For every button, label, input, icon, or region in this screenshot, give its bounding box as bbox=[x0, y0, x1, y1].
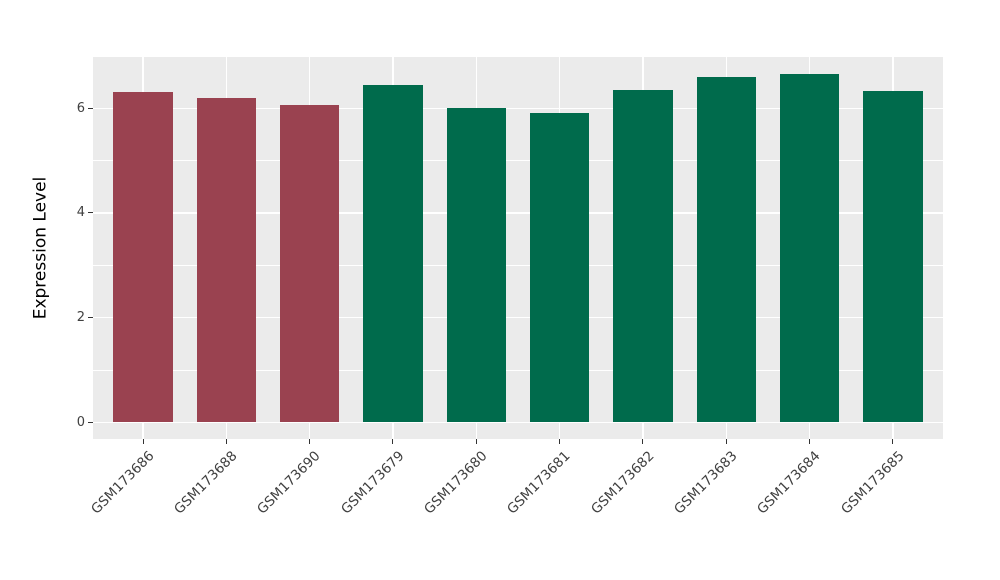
y-tick-mark bbox=[88, 421, 93, 423]
x-tick-label: GSM173686 bbox=[87, 448, 158, 518]
x-tick-label: GSM173683 bbox=[671, 448, 741, 518]
bar-GSM173681 bbox=[529, 112, 590, 423]
x-tick-mark bbox=[225, 439, 227, 444]
minor-gridline bbox=[93, 160, 943, 162]
x-tick-mark bbox=[809, 439, 811, 444]
major-gridline bbox=[93, 107, 943, 110]
bar-GSM173680 bbox=[446, 107, 507, 423]
y-tick-label: 6 bbox=[76, 100, 85, 116]
x-tick-mark bbox=[142, 439, 144, 444]
y-tick-mark bbox=[88, 212, 93, 214]
y-tick-mark bbox=[88, 317, 93, 319]
minor-gridline bbox=[93, 369, 943, 371]
bar-GSM173682 bbox=[613, 89, 673, 423]
bar-GSM173679 bbox=[363, 84, 423, 423]
y-axis-title: Expression Level bbox=[30, 176, 50, 320]
bar-GSM173684 bbox=[779, 74, 840, 423]
y-tick-label: 2 bbox=[76, 310, 85, 326]
x-tick-label: GSM173690 bbox=[254, 448, 324, 518]
major-gridline bbox=[93, 316, 943, 319]
x-tick-label: GSM173688 bbox=[171, 448, 241, 518]
x-tick-label: GSM173680 bbox=[421, 448, 491, 518]
bar-GSM173686 bbox=[113, 91, 173, 423]
x-tick-label: GSM173681 bbox=[504, 448, 574, 518]
x-tick-mark bbox=[309, 439, 311, 444]
bar-GSM173688 bbox=[196, 97, 257, 423]
bar-GSM173690 bbox=[279, 105, 340, 423]
x-tick-label: GSM173684 bbox=[754, 448, 824, 518]
minor-gridline bbox=[93, 264, 943, 266]
x-tick-mark bbox=[725, 439, 727, 444]
major-gridline bbox=[93, 421, 943, 424]
x-tick-mark bbox=[892, 439, 894, 444]
y-tick-label: 4 bbox=[76, 205, 85, 221]
y-tick-label: 0 bbox=[76, 414, 85, 430]
x-tick-label: GSM173685 bbox=[837, 448, 908, 518]
x-tick-mark bbox=[559, 439, 561, 444]
plot-panel bbox=[93, 57, 943, 439]
x-tick-mark bbox=[642, 439, 644, 444]
bar-GSM173683 bbox=[696, 76, 757, 423]
bar-GSM173685 bbox=[863, 90, 923, 423]
x-tick-label: GSM173682 bbox=[587, 448, 658, 518]
x-tick-mark bbox=[475, 439, 477, 444]
y-tick-mark bbox=[88, 107, 93, 109]
x-tick-label: GSM173679 bbox=[337, 448, 408, 518]
x-tick-mark bbox=[392, 439, 394, 444]
major-gridline bbox=[93, 212, 943, 214]
